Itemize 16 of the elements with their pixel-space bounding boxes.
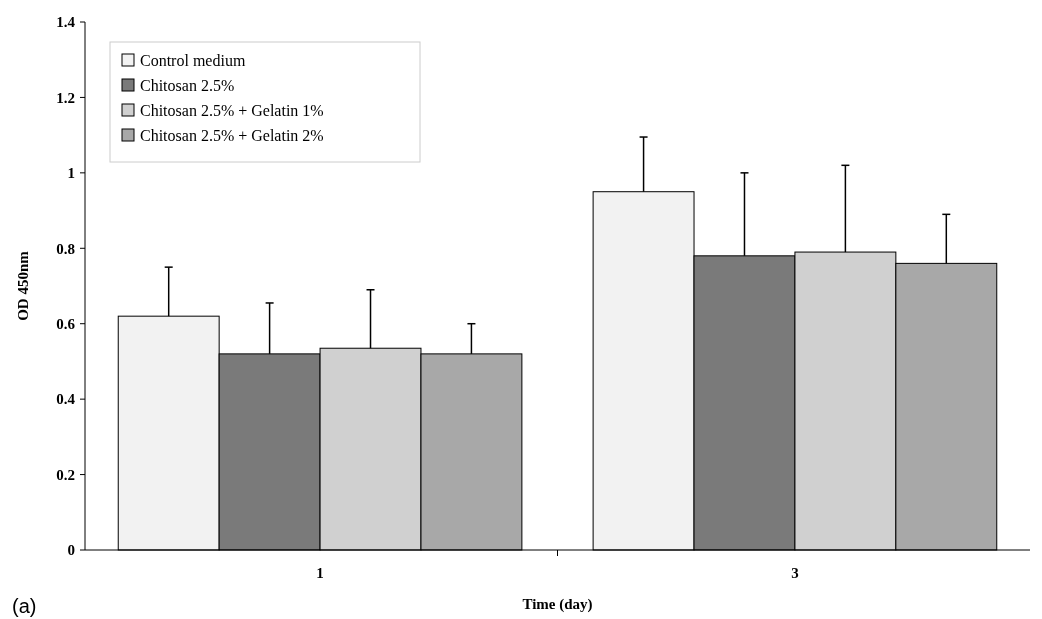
legend-label: Control medium (140, 51, 246, 69)
legend-label: Chitosan 2.5% + Gelatin 1% (140, 101, 324, 119)
y-tick-label: 0.2 (56, 466, 75, 483)
text: (a) (12, 595, 37, 617)
legend-label: Chitosan 2.5% + Gelatin 2% (140, 126, 324, 144)
x-axis-title: Time (day) (522, 596, 593, 613)
y-tick-label: 0.4 (56, 391, 76, 408)
y-tick-label: 0.6 (56, 315, 76, 332)
y-tick-label: 1.2 (56, 89, 75, 106)
y-tick-label: 0.8 (56, 240, 75, 257)
x-tick-label: 3 (791, 565, 799, 581)
y-tick-label: 0 (67, 542, 75, 559)
y-tick-label: 1.4 (56, 14, 76, 31)
y-axis-title: OD 450nm (15, 250, 31, 321)
y-tick-label: 1 (67, 165, 75, 182)
legend-label: Chitosan 2.5% (140, 76, 235, 94)
